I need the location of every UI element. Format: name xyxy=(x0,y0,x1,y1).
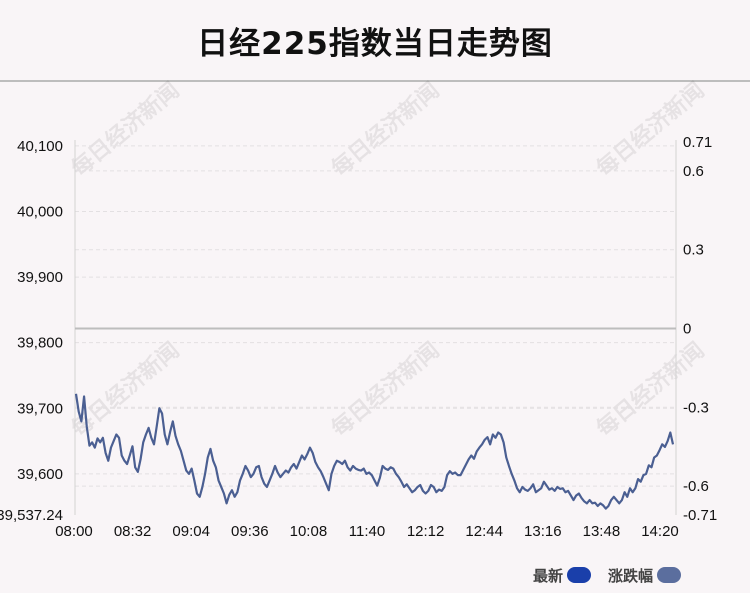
legend-label-change: 涨跌幅 xyxy=(608,566,654,585)
legend-item-latest[interactable]: 最新 xyxy=(533,563,592,587)
chart-title: 日经225指数当日走势图 xyxy=(197,26,553,62)
y-left-tick-label: 40,000 xyxy=(17,204,63,221)
legend-label-latest: 最新 xyxy=(533,566,564,585)
grid-lines xyxy=(75,145,676,487)
x-tick-label: 08:00 xyxy=(55,523,93,540)
x-tick-label: 10:08 xyxy=(290,523,328,540)
y-right-tick-label: 0.71 xyxy=(683,134,712,151)
y-right-tick-label: 0 xyxy=(683,321,691,338)
y-left-tick-label: 39,800 xyxy=(17,335,63,352)
watermark-text: 每日经济新闻 xyxy=(67,337,185,442)
y-right-tick-label: -0.6 xyxy=(683,478,709,495)
watermark-text: 每日经济新闻 xyxy=(592,337,710,442)
watermark-text: 每日经济新闻 xyxy=(327,337,445,442)
legend-swatch-change xyxy=(657,567,682,583)
x-tick-label: 09:36 xyxy=(231,523,269,540)
watermark-text: 每日经济新闻 xyxy=(327,77,445,182)
y-left-tick-label: 39,700 xyxy=(17,400,63,417)
x-tick-label: 13:16 xyxy=(524,523,562,540)
title-divider xyxy=(0,80,750,82)
y-left-tick-label: 39,600 xyxy=(17,466,63,483)
x-axis: 08:00 08:32 09:04 09:36 10:08 11:40 12:12 12:44… xyxy=(55,523,679,540)
legend-swatch-latest xyxy=(567,567,592,583)
y-left-tick-label: 39,537.24 xyxy=(0,507,63,524)
y-right-tick-label: -0.3 xyxy=(683,399,709,416)
x-tick-label: 09:04 xyxy=(172,523,210,540)
x-tick-label: 11:40 xyxy=(349,523,385,540)
y-left-tick-label: 39,900 xyxy=(17,269,63,286)
y-right-tick-label: 0.3 xyxy=(683,242,704,259)
x-tick-label: 14:20 xyxy=(641,523,679,540)
watermark-text: 每日经济新闻 xyxy=(67,77,185,182)
y-axis-left: 39,537.24 39,600 39,700 39,800 39,900 40,000 4… xyxy=(0,138,63,524)
legend-item-change[interactable]: 涨跌幅 xyxy=(608,563,682,587)
y-left-tick-label: 40,100 xyxy=(17,138,63,155)
y-right-tick-label: 0.6 xyxy=(683,163,704,180)
y-right-tick-label: -0.71 xyxy=(683,507,717,524)
x-tick-label: 12:44 xyxy=(465,523,503,540)
x-tick-label: 12:12 xyxy=(407,523,445,540)
x-tick-label: 13:48 xyxy=(583,523,621,540)
x-tick-label: 08:32 xyxy=(114,523,152,540)
series-line-latest xyxy=(74,393,675,510)
y-axis-right: -0.71 -0.6 -0.3 0 0.3 0.6 0.71 xyxy=(683,134,717,524)
